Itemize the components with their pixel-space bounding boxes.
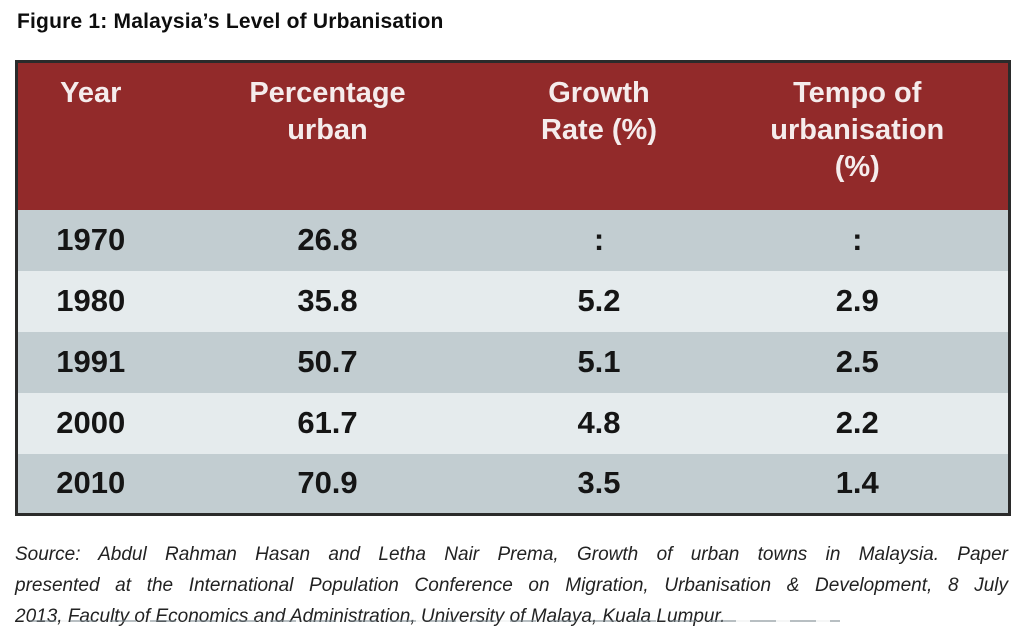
year-cell: 1980 [16, 270, 164, 332]
growth-rate-cell: 3.5 [491, 453, 707, 515]
growth-rate-cell: 5.1 [491, 331, 707, 393]
year-cell: 2000 [16, 392, 164, 454]
table-row: 2010 70.9 3.5 1.4 [16, 453, 1010, 515]
tempo-cell: 2.5 [706, 331, 1010, 393]
column-header-tempo: Tempo of urbanisation (%) [706, 61, 1010, 210]
growth-rate-cell: 4.8 [491, 392, 707, 454]
growth-rate-cell: : [491, 209, 707, 271]
table-row: 1980 35.8 5.2 2.9 [16, 270, 1010, 332]
percentage-urban-cell: 35.8 [163, 270, 492, 332]
tempo-cell: : [706, 209, 1010, 271]
table-row: 1970 26.8 : : [16, 209, 1010, 271]
tempo-cell: 2.2 [706, 392, 1010, 454]
tempo-cell: 1.4 [706, 453, 1010, 515]
percentage-urban-cell: 61.7 [163, 392, 492, 454]
urbanisation-table: Year Percentage urban Growth Rate (%) Te… [15, 60, 1011, 516]
source-line: presented at the International Populatio… [15, 575, 1008, 596]
cutoff-text-artifact [30, 620, 840, 622]
percentage-urban-cell: 70.9 [163, 453, 492, 515]
column-header-percentage-urban: Percentage urban [163, 61, 492, 210]
column-header-growth-rate: Growth Rate (%) [491, 61, 707, 210]
tempo-cell: 2.9 [706, 270, 1010, 332]
source-line: Source: Abdul Rahman Hasan and Letha Nai… [15, 544, 1008, 565]
table-header: Year Percentage urban Growth Rate (%) Te… [16, 61, 1010, 210]
source-line: 2013, Faculty of Economics and Administr… [15, 606, 726, 627]
column-header-year: Year [16, 61, 164, 210]
year-cell: 2010 [16, 453, 164, 515]
table-row: 1991 50.7 5.1 2.5 [16, 331, 1010, 393]
year-cell: 1991 [16, 331, 164, 393]
percentage-urban-cell: 50.7 [163, 331, 492, 393]
year-cell: 1970 [16, 209, 164, 271]
table-body: 1970 26.8 : : 1980 35.8 5.2 2.9 1991 50.… [16, 209, 1010, 515]
growth-rate-cell: 5.2 [491, 270, 707, 332]
source-citation: Source: Abdul Rahman Hasan and Letha Nai… [15, 539, 1008, 627]
figure-title: Figure 1: Malaysia’s Level of Urbanisati… [17, 10, 444, 33]
header-row: Year Percentage urban Growth Rate (%) Te… [16, 61, 1010, 210]
percentage-urban-cell: 26.8 [163, 209, 492, 271]
table-row: 2000 61.7 4.8 2.2 [16, 392, 1010, 454]
